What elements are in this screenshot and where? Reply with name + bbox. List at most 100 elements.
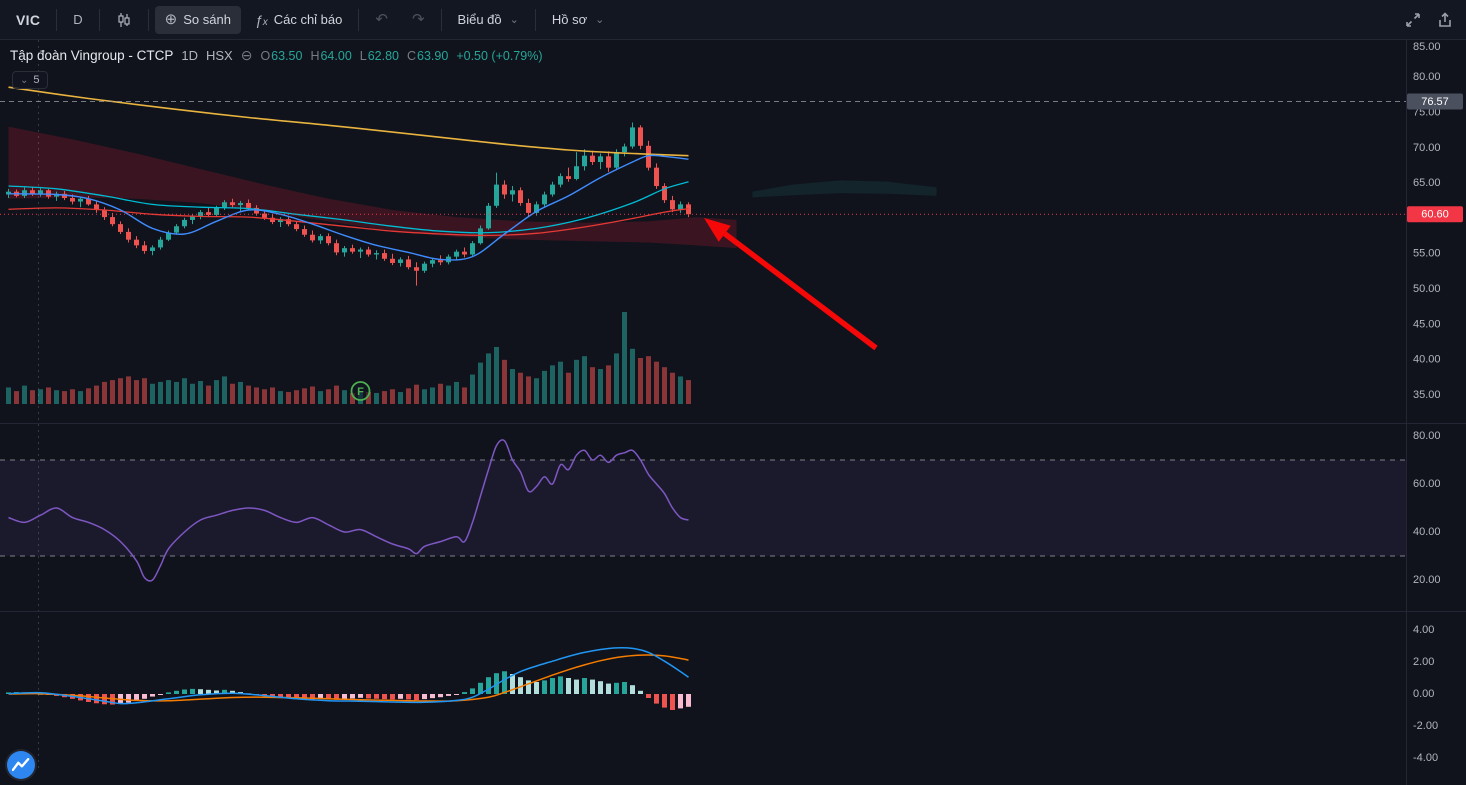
legend-exchange[interactable]: HSX — [205, 48, 233, 63]
candle-body — [46, 190, 51, 197]
candle-body — [22, 190, 27, 196]
price-tick: 20.00 — [1413, 574, 1441, 586]
price-lines — [0, 40, 1406, 768]
pane-separators — [0, 40, 1466, 785]
macd-histogram-bar — [526, 680, 531, 694]
rsi-band-fill — [0, 460, 1406, 556]
macd-histogram-bar — [310, 694, 315, 700]
macd-histogram-bar — [638, 690, 643, 694]
fullscreen-button[interactable] — [1404, 11, 1422, 29]
redo-button[interactable]: ↷ — [402, 6, 435, 34]
candle-body — [406, 259, 411, 268]
undo-button[interactable]: ↶ — [365, 6, 398, 34]
price-tick: 0.00 — [1413, 688, 1434, 700]
macd-histogram-bar — [470, 688, 475, 694]
macd-line — [8, 647, 689, 705]
candle-body — [150, 247, 155, 251]
price-tick: 55.00 — [1413, 248, 1441, 260]
tradingview-logo[interactable] — [7, 751, 35, 779]
compare-button[interactable]: ⊕ So sánh — [154, 5, 241, 34]
candle-body — [118, 224, 123, 232]
event-marker[interactable]: F — [350, 381, 371, 401]
volume-bar — [38, 389, 43, 404]
volume-bar — [278, 391, 283, 404]
profile-menu-button[interactable]: Hồ sơ ⌄ — [542, 6, 614, 34]
candle-body — [214, 207, 219, 215]
candle-body — [430, 260, 435, 264]
candle-body — [550, 184, 555, 195]
axis-price-label-box — [1407, 93, 1463, 110]
macd-histogram-bar — [142, 694, 147, 699]
toolbar-divider — [358, 8, 360, 31]
candle-body — [374, 253, 379, 255]
toolbar-right — [1404, 11, 1466, 29]
macd-histogram-bar — [534, 682, 539, 694]
ohlc-low: L 62.80 — [359, 48, 399, 63]
volume-bar — [102, 381, 107, 404]
candle-body — [270, 217, 275, 223]
symbol-title[interactable]: Tập đoàn Vingroup - CTCP — [10, 48, 174, 63]
toolbar-divider — [440, 8, 442, 31]
candle-body — [158, 239, 163, 248]
macd-histogram-bar — [126, 694, 131, 703]
symbol-button[interactable]: VIC — [16, 11, 41, 28]
candle-body — [494, 184, 499, 206]
candle-body — [230, 202, 235, 206]
volume-bar — [502, 359, 507, 404]
indicators-button[interactable]: ƒx Các chỉ báo — [245, 6, 352, 34]
price-tick: 2.00 — [1413, 656, 1434, 668]
volume-bar — [406, 388, 411, 404]
volume-bar — [470, 374, 475, 404]
rsi-line — [8, 439, 689, 582]
volume-bar — [182, 378, 187, 404]
candle-body — [654, 167, 659, 187]
macd-histogram-bar — [198, 689, 203, 694]
candle-body — [630, 127, 635, 147]
volume-bar — [638, 358, 643, 404]
annotation-arrow[interactable] — [704, 218, 878, 351]
cloud-green — [752, 180, 937, 198]
arrow-shaft[interactable] — [723, 231, 878, 351]
legend-interval[interactable]: 1D — [181, 48, 198, 63]
volume-bar — [94, 385, 99, 404]
volume-bar — [542, 370, 547, 404]
volume-bar — [414, 384, 419, 404]
price-axis[interactable]: 85.0080.0075.0070.0065.0055.0050.0045.00… — [1407, 41, 1463, 764]
volume-bar — [678, 376, 683, 404]
candle-body — [614, 152, 619, 168]
candle-body — [390, 258, 395, 263]
macd-histogram-bar — [134, 694, 139, 701]
indicators-collapse-chip[interactable]: ⌄ 5 — [12, 71, 48, 89]
volume-bar — [462, 387, 467, 404]
interval-button[interactable]: D — [73, 12, 83, 27]
macd-histogram-bar — [478, 682, 483, 694]
candle-body — [94, 204, 99, 211]
macd-histogram-bar — [214, 690, 219, 694]
chart-style-button[interactable] — [106, 6, 142, 34]
arrow-head[interactable] — [704, 218, 731, 242]
macd-pane — [6, 647, 691, 710]
ohlc-close: C 63.90 — [407, 48, 449, 63]
volume-bar — [438, 383, 443, 404]
volume-bar — [510, 369, 515, 404]
candle-body — [174, 226, 179, 233]
chart-canvas[interactable]: F 85.0080.0075.0070.0065.0055.0050.0045.0… — [0, 40, 1466, 785]
volume-bar — [598, 369, 603, 404]
share-button[interactable] — [1436, 11, 1454, 29]
volume-bar — [534, 378, 539, 404]
macd-histogram-bar — [622, 682, 627, 694]
toolbar-divider — [534, 8, 536, 31]
volume-bar — [238, 381, 243, 404]
macd-histogram-bar — [510, 674, 515, 694]
volume-bar — [254, 387, 259, 404]
candle-body — [286, 219, 291, 225]
macd-histogram-bar — [182, 689, 187, 694]
volume-bar — [390, 389, 395, 404]
volume-bar — [622, 312, 627, 404]
f-marker-circle[interactable] — [350, 381, 371, 401]
candle-body — [646, 145, 651, 168]
candle-body — [6, 191, 11, 195]
candle-body — [662, 186, 667, 201]
circle-minus-icon[interactable]: ⊖ — [240, 47, 253, 63]
chart-menu-button[interactable]: Biểu đồ ⌄ — [448, 6, 529, 34]
